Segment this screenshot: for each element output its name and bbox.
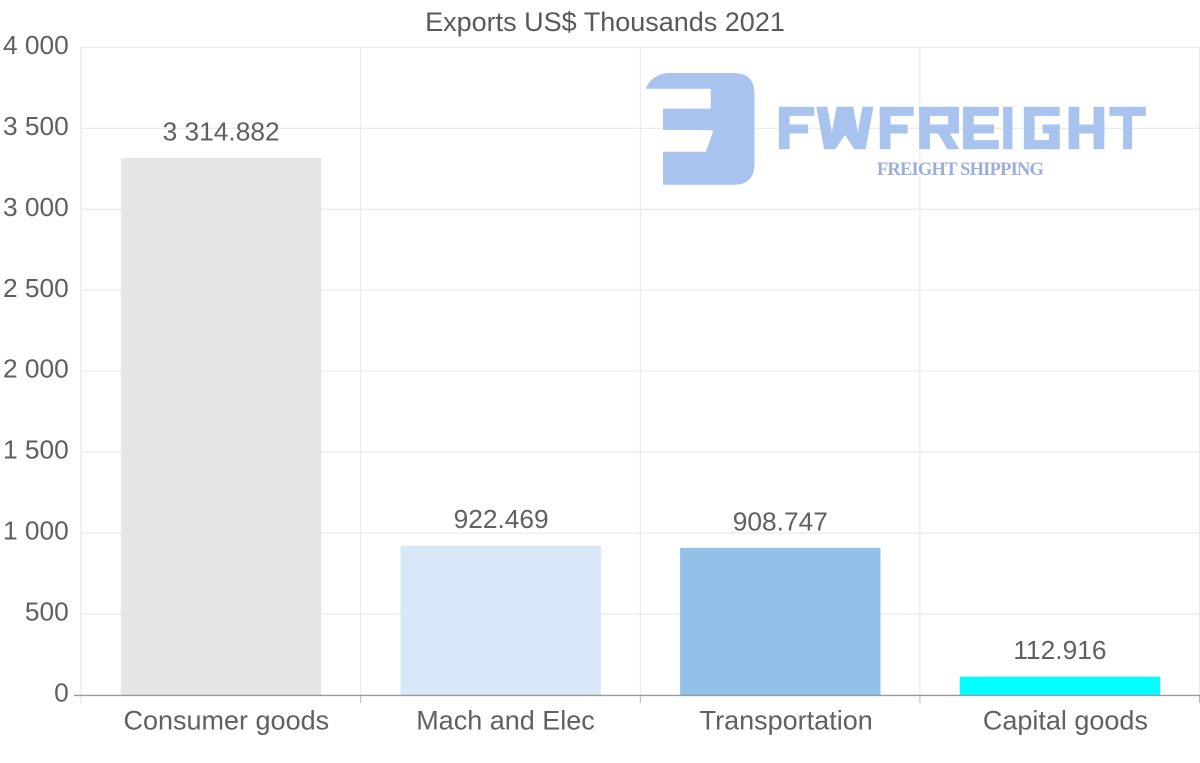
svg-text:922.469: 922.469 — [454, 504, 549, 534]
svg-text:3 500: 3 500 — [3, 111, 69, 141]
svg-text:1 500: 1 500 — [3, 435, 69, 465]
svg-text:FREIGHT SHIPPING: FREIGHT SHIPPING — [877, 160, 1044, 180]
svg-text:1 000: 1 000 — [3, 516, 69, 546]
svg-text:Mach and Elec: Mach and Elec — [416, 706, 595, 736]
svg-text:3 000: 3 000 — [3, 192, 69, 222]
svg-text:0: 0 — [54, 678, 69, 708]
svg-text:Consumer goods: Consumer goods — [123, 706, 329, 736]
svg-text:2 000: 2 000 — [3, 354, 69, 384]
svg-text:4 000: 4 000 — [3, 30, 69, 60]
svg-text:Capital goods: Capital goods — [983, 706, 1148, 736]
svg-text:112.916: 112.916 — [1013, 635, 1106, 665]
svg-text:908.747: 908.747 — [733, 506, 828, 536]
svg-text:Exports US$ Thousands 2021: Exports US$ Thousands 2021 — [425, 7, 785, 37]
svg-text:2 500: 2 500 — [3, 273, 69, 303]
svg-text:500: 500 — [25, 597, 69, 627]
svg-text:3 314.882: 3 314.882 — [163, 117, 280, 147]
svg-text:Transportation: Transportation — [700, 706, 873, 736]
